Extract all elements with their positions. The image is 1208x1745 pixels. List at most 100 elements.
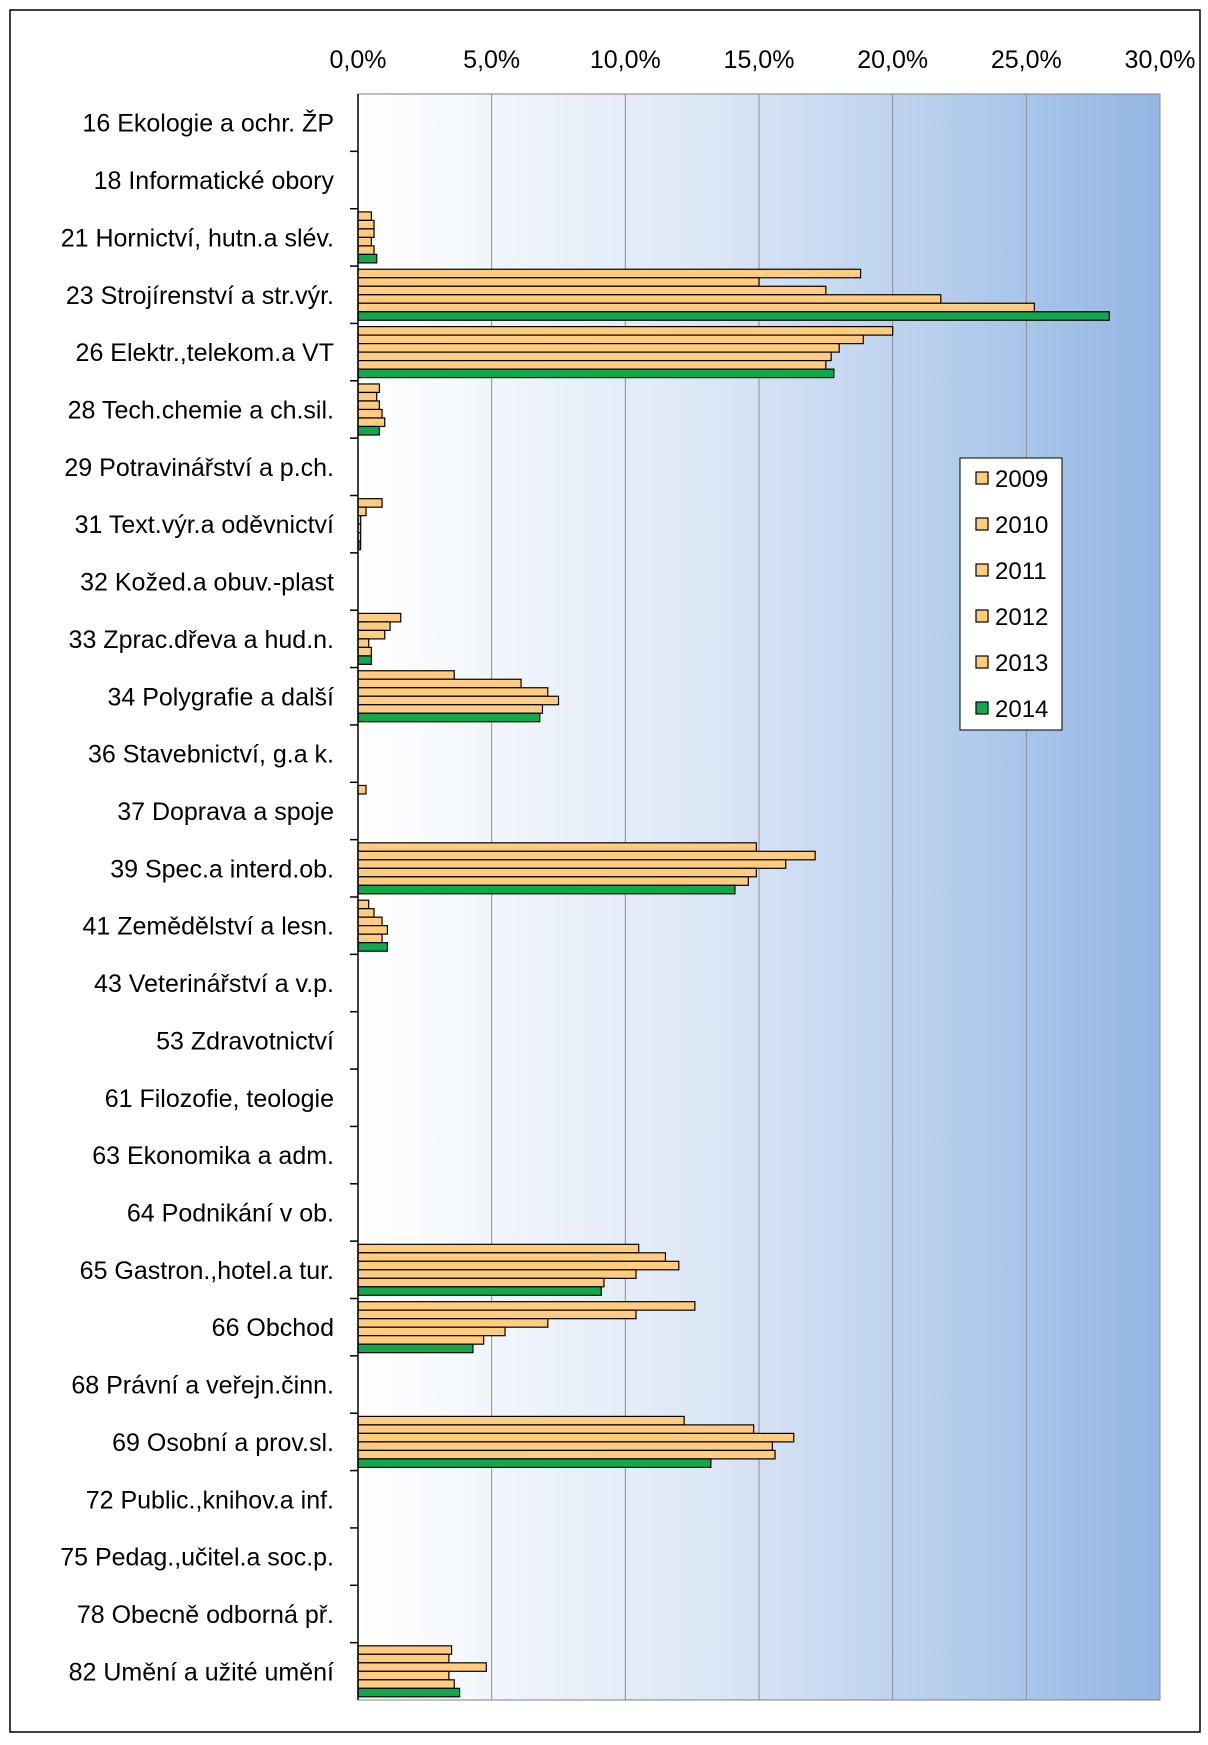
category-label: 37 Doprava a spoje — [117, 798, 334, 826]
bar-2009 — [357, 326, 894, 336]
bar-2011 — [357, 687, 549, 697]
bar-2010 — [357, 219, 375, 230]
bar-2012 — [357, 351, 832, 362]
legend: 2009 2010 2011 2012 2013 2014 — [959, 457, 1063, 731]
category-label: 43 Veterinářství a v.p. — [94, 970, 334, 998]
bar-2009 — [357, 842, 757, 852]
bar-2014 — [357, 1687, 461, 1698]
bar-2012 — [357, 1326, 506, 1337]
x-tick-label: 5,0% — [463, 46, 520, 74]
legend-swatch-2009 — [975, 471, 989, 485]
category-label: 33 Zprac.dřeva a hud.n. — [69, 626, 334, 654]
bar-2013 — [357, 1335, 485, 1345]
category-label: 18 Informatické obory — [94, 167, 335, 195]
category-label: 21 Hornictví, hutn.a slév. — [61, 224, 334, 252]
bar-2014 — [357, 425, 380, 436]
legend-swatch-2014 — [975, 701, 989, 715]
bar-2009 — [357, 1243, 640, 1254]
bar-2013 — [357, 1679, 455, 1689]
bar-2010 — [357, 277, 760, 287]
category-label: 31 Text.výr.a oděvnictví — [75, 511, 334, 539]
bar-2012 — [357, 1441, 773, 1451]
bar-2012 — [357, 638, 370, 648]
category-label: 82 Umění a užité umění — [69, 1658, 334, 1686]
category-label: 61 Filozofie, teologie — [105, 1085, 334, 1113]
bar-2014 — [357, 1458, 712, 1468]
legend-label: 2009 — [995, 466, 1048, 493]
bar-2010 — [357, 908, 375, 918]
bar-2013 — [357, 1277, 605, 1288]
y-axis-ticks — [350, 150, 358, 1644]
bar-2010 — [357, 678, 522, 689]
bar-2013 — [357, 1449, 776, 1460]
category-label: 75 Pedag.,učitel.a soc.p. — [60, 1544, 334, 1572]
bar-2010 — [357, 1309, 637, 1320]
category-label: 63 Ekonomika a adm. — [92, 1142, 334, 1170]
category-label: 29 Potravinářství a p.ch. — [64, 454, 334, 482]
bar-2014 — [357, 712, 541, 723]
category-label: 26 Elektr.,telekom.a VT — [76, 339, 334, 367]
legend-swatch-2010 — [975, 517, 989, 531]
bar-2012 — [357, 294, 942, 304]
bar-2009 — [357, 1645, 453, 1655]
bar-2009 — [357, 383, 380, 394]
legend-label: 2014 — [995, 696, 1048, 723]
bar-2012 — [357, 1670, 450, 1681]
bar-2009 — [357, 1415, 685, 1426]
bar-2012 — [357, 695, 560, 706]
bar-2014 — [357, 942, 389, 952]
bar-2011 — [357, 1662, 487, 1672]
bar-2014 — [357, 655, 372, 665]
category-label: 16 Ekologie a ochr. ŽP — [82, 109, 334, 138]
category-label: 34 Polygrafie a další — [107, 683, 334, 711]
bar-2014 — [357, 253, 378, 264]
bar-2009 — [357, 784, 367, 795]
x-tick-label: 15,0% — [724, 46, 795, 74]
legend-swatch-2013 — [975, 655, 989, 669]
bar-2013 — [357, 876, 749, 886]
bar-2014 — [357, 1286, 602, 1296]
bar-2010 — [357, 506, 367, 517]
bar-2014 — [357, 311, 1110, 321]
bar-2011 — [357, 916, 383, 927]
bar-2010 — [357, 1653, 450, 1664]
bar-2013 — [357, 417, 386, 428]
bar-2011 — [357, 1318, 549, 1328]
bar-2010 — [357, 1252, 667, 1262]
x-tick-label: 20,0% — [857, 46, 928, 74]
bar-2009 — [357, 899, 370, 910]
bar-2014 — [357, 1343, 474, 1354]
category-label: 65 Gastron.,hotel.a tur. — [80, 1257, 334, 1285]
bar-2009 — [357, 498, 383, 508]
category-label: 78 Obecně odborná př. — [77, 1601, 334, 1629]
bar-2011 — [357, 343, 840, 353]
bar-2014 — [357, 368, 835, 379]
bar-2013 — [357, 704, 544, 714]
category-label: 39 Spec.a interd.ob. — [110, 855, 334, 883]
bar-2011 — [357, 859, 787, 869]
legend-box — [959, 457, 1063, 731]
bar-2012 — [357, 1269, 637, 1279]
bar-2009 — [357, 211, 372, 221]
category-label: 69 Osobní a prov.sl. — [112, 1429, 334, 1457]
category-label: 28 Tech.chemie a ch.sil. — [68, 396, 334, 424]
bar-2012 — [357, 867, 757, 878]
legend-swatch-2012 — [975, 609, 989, 623]
legend-label: 2012 — [995, 604, 1048, 631]
bar-2013 — [357, 302, 1035, 313]
bar-2013 — [357, 360, 827, 370]
bar-2011 — [357, 285, 827, 296]
bar-2009 — [357, 1301, 696, 1311]
bar-2009 — [357, 670, 455, 680]
bar-2009 — [357, 268, 862, 279]
category-label: 66 Obchod — [212, 1314, 334, 1342]
bar-2011 — [357, 629, 386, 640]
legend-label: 2010 — [995, 512, 1048, 539]
category-label: 68 Právní a veřejn.činn. — [71, 1372, 334, 1400]
x-axis-tick-labels: 0,0% 5,0% 10,0% 15,0% 20,0% 25,0% 30,0% — [330, 46, 1196, 74]
x-tick-label: 10,0% — [590, 46, 661, 74]
bar-2011 — [357, 1432, 795, 1443]
legend-swatch-2011 — [975, 563, 989, 577]
